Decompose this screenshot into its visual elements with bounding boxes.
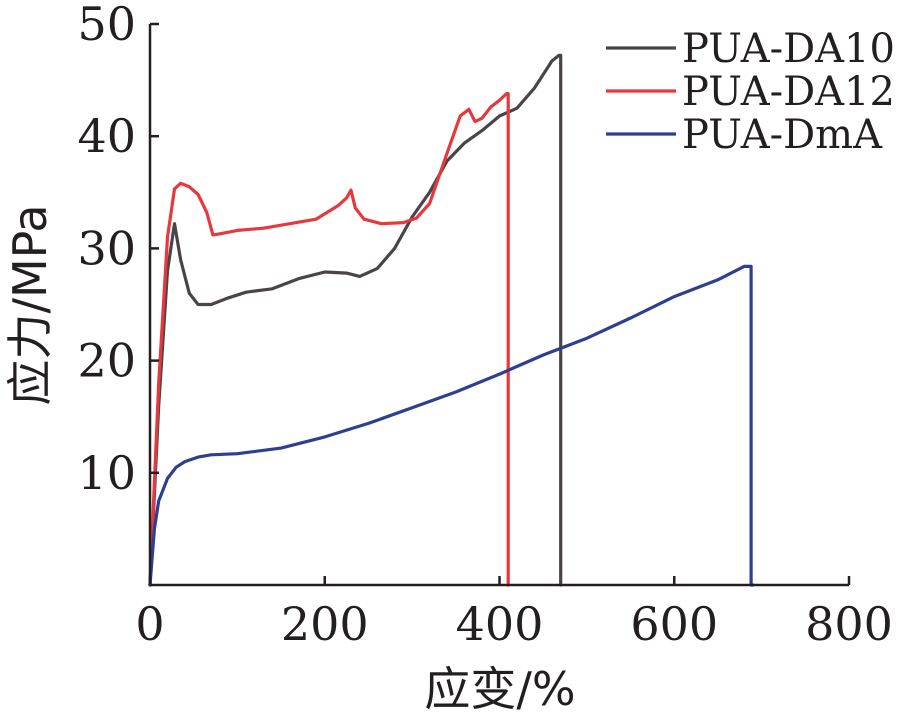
x-axis-title: 应变/% (424, 662, 575, 714)
y-tick-label: 20 (77, 334, 136, 388)
x-tick-label: 200 (281, 597, 369, 651)
legend-label: PUA-DmA (682, 112, 883, 158)
y-tick-label: 50 (77, 0, 136, 51)
y-axis-title: 应力/MPa (3, 204, 57, 405)
plot-area (148, 53, 755, 587)
legend-label: PUA-DA12 (682, 69, 895, 115)
y-tick-label: 10 (77, 446, 136, 500)
series-line-1 (148, 92, 510, 587)
x-tick-label: 600 (630, 597, 718, 651)
series-line-2 (148, 264, 755, 587)
y-tick-label: 30 (77, 221, 136, 275)
x-tick-label: 800 (805, 597, 893, 651)
y-tick-label: 40 (77, 109, 136, 163)
legend-label: PUA-DA10 (682, 26, 895, 72)
x-tick-label: 0 (135, 597, 164, 651)
x-tick-label: 400 (456, 597, 544, 651)
ticks: 0 200 400 600 800 10 20 30 40 50 (77, 0, 892, 651)
series-line-0 (148, 53, 563, 587)
